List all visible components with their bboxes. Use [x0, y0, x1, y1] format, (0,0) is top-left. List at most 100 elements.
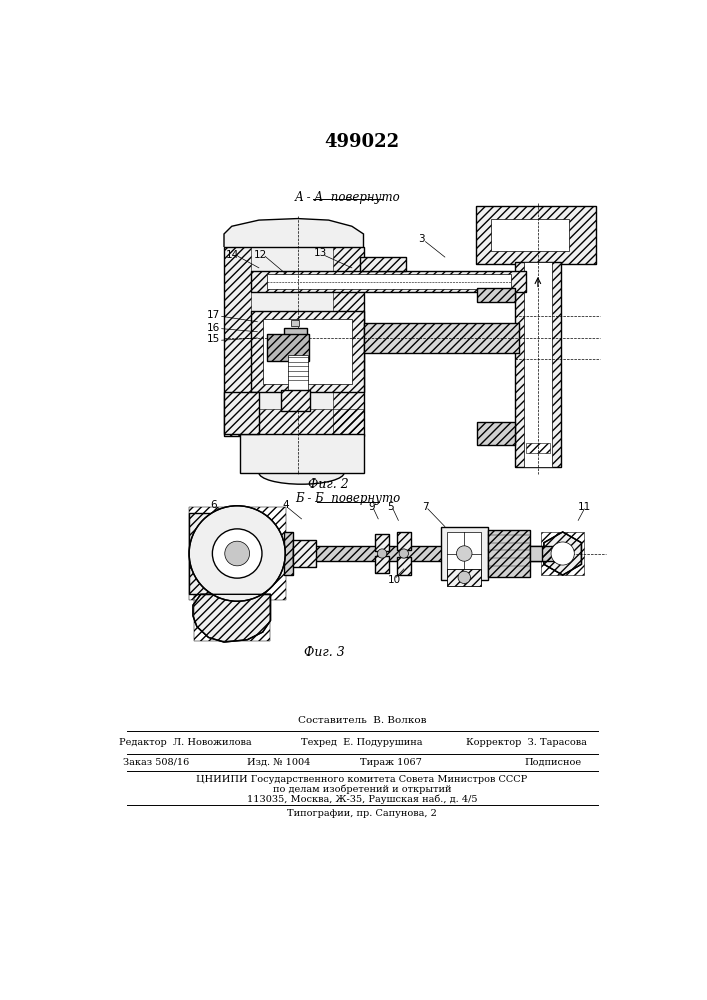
Bar	[541, 532, 585, 575]
Bar	[476, 206, 596, 264]
Bar	[291, 320, 299, 326]
Bar	[251, 271, 526, 292]
Text: 113035, Москва, Ж-35, Раушская наб., д. 4/5: 113035, Москва, Ж-35, Раушская наб., д. …	[247, 794, 477, 804]
Bar	[488, 530, 530, 577]
Bar	[224, 247, 363, 436]
Text: Типографии, пр. Сапунова, 2: Типографии, пр. Сапунова, 2	[287, 808, 437, 818]
Bar	[293, 540, 316, 567]
Bar	[397, 532, 411, 550]
Circle shape	[399, 549, 409, 558]
Ellipse shape	[259, 461, 344, 484]
Bar	[224, 392, 259, 434]
Text: Заказ 508/16: Заказ 508/16	[124, 758, 189, 767]
Bar	[189, 507, 286, 600]
Bar	[224, 392, 259, 434]
Text: по делам изобретений и открытий: по делам изобретений и открытий	[273, 784, 451, 794]
Bar	[477, 288, 515, 302]
Text: 13: 13	[314, 248, 327, 258]
Bar	[284, 328, 307, 347]
Text: 499022: 499022	[325, 133, 399, 151]
Text: 5: 5	[387, 502, 394, 512]
Bar	[281, 389, 310, 411]
Text: Тираж 1067: Тираж 1067	[360, 758, 421, 767]
Bar	[240, 434, 363, 473]
Bar	[218, 599, 257, 619]
Bar	[293, 546, 555, 561]
Bar	[251, 271, 526, 292]
Bar	[293, 540, 316, 567]
PathPatch shape	[193, 594, 271, 642]
Bar	[375, 556, 389, 573]
Bar	[284, 532, 293, 575]
Bar	[477, 422, 515, 445]
Bar	[189, 513, 212, 594]
Bar	[476, 206, 596, 264]
Text: А - А  повернуто: А - А повернуто	[295, 190, 401, 204]
Text: 6: 6	[211, 500, 217, 510]
Bar	[488, 530, 530, 577]
Bar	[515, 262, 561, 466]
Polygon shape	[544, 532, 581, 575]
Text: ЦНИИПИ Государственного комитета Совета Министров СССР: ЦНИИПИ Государственного комитета Совета …	[197, 775, 527, 784]
Bar	[211, 594, 265, 624]
Bar	[448, 532, 481, 575]
Text: 14: 14	[226, 250, 239, 260]
Text: 4: 4	[283, 500, 289, 510]
Bar	[363, 323, 518, 353]
Bar	[524, 262, 552, 466]
Bar	[332, 247, 363, 436]
Circle shape	[189, 506, 285, 601]
Bar	[281, 389, 310, 411]
Bar	[491, 219, 569, 251]
Bar	[251, 311, 363, 392]
Text: 3: 3	[419, 234, 425, 244]
Bar	[263, 319, 352, 384]
Text: Б - Б  повернуто: Б - Б повернуто	[296, 492, 401, 505]
Bar	[194, 595, 270, 641]
Bar	[477, 422, 515, 445]
Text: 10: 10	[388, 575, 401, 585]
Bar	[189, 513, 212, 594]
Circle shape	[457, 546, 472, 561]
Bar	[267, 334, 309, 361]
Bar	[267, 334, 309, 361]
Bar	[477, 288, 515, 302]
Bar	[360, 257, 406, 271]
Text: Корректор  З. Тарасова: Корректор З. Тарасова	[466, 738, 587, 747]
Text: 11: 11	[578, 502, 591, 512]
Bar	[363, 323, 518, 353]
Text: 7: 7	[422, 502, 429, 512]
Text: 9: 9	[368, 502, 375, 512]
Bar	[526, 443, 549, 453]
PathPatch shape	[224, 219, 363, 247]
Bar	[251, 311, 363, 392]
Bar	[375, 534, 389, 551]
Text: Составитель  В. Волков: Составитель В. Волков	[298, 716, 426, 725]
Text: Изд. № 1004: Изд. № 1004	[247, 758, 310, 767]
Text: Техред  Е. Подурушина: Техред Е. Подурушина	[301, 738, 423, 747]
Text: 17: 17	[207, 310, 220, 320]
Bar	[515, 262, 561, 466]
Bar	[267, 274, 510, 289]
Bar	[375, 556, 389, 573]
Bar	[397, 557, 411, 575]
Bar	[293, 546, 555, 561]
Bar	[448, 569, 481, 586]
Bar	[448, 569, 481, 586]
Text: Подписное: Подписное	[525, 758, 582, 767]
Bar	[397, 532, 411, 550]
Bar	[224, 247, 251, 436]
Text: Редактор  Л. Новожилова: Редактор Л. Новожилова	[119, 738, 252, 747]
Polygon shape	[526, 451, 549, 466]
Bar	[288, 355, 308, 389]
Text: Фиг. 3: Фиг. 3	[305, 646, 345, 659]
Bar	[441, 527, 488, 580]
Circle shape	[551, 542, 574, 565]
Text: Фиг. 2: Фиг. 2	[308, 478, 349, 491]
Bar	[284, 532, 293, 575]
Bar	[397, 557, 411, 575]
Bar	[360, 257, 406, 271]
Bar	[211, 594, 265, 624]
Text: 16: 16	[207, 323, 220, 333]
Circle shape	[212, 529, 262, 578]
